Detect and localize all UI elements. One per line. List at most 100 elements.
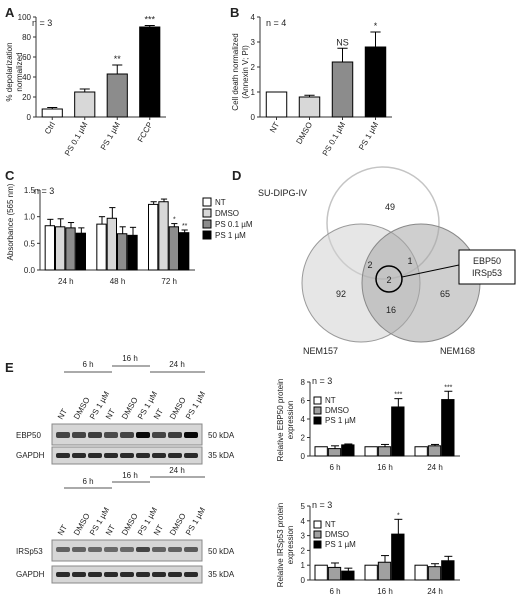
chart-c-significance: ** xyxy=(182,223,188,230)
blot1-protein-gapdh: GAPDH xyxy=(16,451,45,460)
chart-a-y-tick-label: 60 xyxy=(22,53,31,62)
chart-a-x-tick-label: Ctrl xyxy=(43,120,57,135)
chart-b-y-tick-label: 1 xyxy=(251,88,256,97)
blot1-lane-label: PS 1 µM xyxy=(184,390,207,421)
chart-e2-bar xyxy=(441,560,455,581)
chart-c-bar xyxy=(117,233,128,271)
chart-e2-y-tick-label: 2 xyxy=(301,546,306,555)
chart-a-bar xyxy=(41,108,63,118)
chart-b-y-tick-label: 0 xyxy=(251,113,256,122)
chart-e1-bar xyxy=(441,399,455,457)
blot2-band-bottom xyxy=(88,572,102,577)
blot1-band-top xyxy=(88,432,102,438)
chart-e1-bar xyxy=(377,446,392,457)
venn-count-top-left: 2 xyxy=(367,260,372,270)
chart-c-y-tick-label: 0.5 xyxy=(24,239,36,248)
blot2-band-bottom xyxy=(72,572,86,577)
blot1-band-top xyxy=(184,432,198,438)
chart-e2-legend-swatch xyxy=(313,540,322,549)
chart-a-ylabel-2: normalized xyxy=(15,52,24,91)
chart-b-significance: NS xyxy=(336,37,349,47)
blot2-band-top xyxy=(168,547,182,552)
venn-callout-line-1: EBP50 xyxy=(473,256,501,266)
chart-c-bar xyxy=(75,232,86,271)
chart-c-legend-label: NT xyxy=(215,198,226,207)
chart-b-x-tick-label: NT xyxy=(268,120,281,134)
chart-c-y-tick-label: 0.0 xyxy=(24,266,36,275)
chart-a-y-tick-label: 40 xyxy=(22,73,31,82)
chart-b-bar xyxy=(265,91,288,118)
blot1-time-6h: 6 h xyxy=(82,360,93,369)
venn-label-su-dipg-iv: SU-DIPG-IV xyxy=(258,188,307,198)
chart-b-y-tick-label: 4 xyxy=(251,13,256,22)
chart-e1-x-tick-label: 24 h xyxy=(427,463,443,472)
chart-c: n = 3 Absorbance (565 nm) 0.0 0.5 1.0 1.5 24… xyxy=(6,183,253,286)
blot1-protein-ebp50: EBP50 xyxy=(16,431,41,440)
chart-e2-y-tick-label: 4 xyxy=(301,517,306,526)
chart-e2-bar xyxy=(341,570,355,581)
chart-b-x-tick-label: PS 0.1 µM xyxy=(321,120,348,157)
chart-e1: n = 3 Relative EBP50 protein expression … xyxy=(276,376,460,472)
chart-e2-bar xyxy=(377,561,392,581)
blot1-time-24h: 24 h xyxy=(169,360,185,369)
chart-e1-bar xyxy=(414,446,428,457)
chart-b-bar xyxy=(331,61,354,118)
chart-e2-legend-swatch xyxy=(313,530,322,539)
blot1-band-bottom xyxy=(184,453,198,458)
chart-c-significance: * xyxy=(173,217,176,224)
chart-e2-bar xyxy=(391,533,405,581)
chart-e2-legend-label: DMSO xyxy=(325,530,349,539)
chart-e2-x-tick-label: 6 h xyxy=(329,587,340,596)
blot1-lane-label: NT xyxy=(56,407,69,421)
chart-e1-bar xyxy=(314,446,328,457)
chart-e1-significance: *** xyxy=(444,384,452,391)
blot1-band-bottom xyxy=(136,453,150,458)
venn-label-nem168: NEM168 xyxy=(440,346,475,356)
blot2-band-top xyxy=(56,547,70,552)
chart-e2-x-tick-label: 16 h xyxy=(377,587,393,596)
chart-e2-bar xyxy=(327,566,342,581)
blot2-band-top xyxy=(104,547,118,552)
chart-e2-bar xyxy=(314,564,328,581)
blot1-band-top xyxy=(152,432,166,438)
chart-e1-y-tick-label: 6 xyxy=(301,397,306,406)
chart-b-n-label: n = 4 xyxy=(266,18,286,28)
venn-count-left-only: 92 xyxy=(336,289,346,299)
venn-count-top-only: 49 xyxy=(385,202,395,212)
chart-e1-legend-label: NT xyxy=(325,396,336,405)
blot1-lane-label: NT xyxy=(152,407,165,421)
chart-c-ylabel: Absorbance (565 nm) xyxy=(6,183,15,260)
chart-e1-ylabel-2: expression xyxy=(286,401,295,440)
chart-e2-bar xyxy=(414,564,428,581)
chart-b-y-tick-label: 2 xyxy=(251,63,256,72)
chart-e1-bar xyxy=(341,444,355,457)
chart-e1-bar xyxy=(427,445,442,457)
chart-e2-ylabel-1: Relative IRSp53 protein xyxy=(276,503,285,588)
blot1-band-bottom xyxy=(72,453,86,458)
chart-c-x-tick-label: 24 h xyxy=(58,277,74,286)
chart-e1-legend-label: PS 1 µM xyxy=(325,416,356,425)
blot2-band-top xyxy=(88,547,102,552)
chart-c-legend-label: DMSO xyxy=(215,209,239,218)
chart-c-bar xyxy=(158,201,169,271)
chart-a-y-tick-label: 0 xyxy=(27,113,32,122)
chart-a-significance: *** xyxy=(144,15,155,25)
blot1-band-bottom xyxy=(152,453,166,458)
blot2-band-bottom xyxy=(136,572,150,577)
chart-b-x-tick-label: DMSO xyxy=(294,121,314,146)
chart-c-legend-label: PS 0.1 µM xyxy=(215,220,253,229)
chart-b: n = 4 Cell death normalized (Annexin V; … xyxy=(231,13,392,157)
venn-count-center: 2 xyxy=(386,275,391,285)
panel-label-e: E xyxy=(5,360,14,375)
chart-b-bar xyxy=(364,46,387,118)
chart-c-y-tick-label: 1.5 xyxy=(24,186,36,195)
chart-e1-legend-swatch xyxy=(313,396,322,405)
chart-e2-y-tick-label: 0 xyxy=(301,576,306,585)
chart-e1-legend-swatch xyxy=(313,416,322,425)
chart-c-bar xyxy=(44,225,56,271)
chart-e2-legend-swatch xyxy=(313,520,322,529)
blot1-band-top xyxy=(104,432,118,438)
chart-c-x-tick-label: 48 h xyxy=(110,277,126,286)
chart-a-y-tick-label: 80 xyxy=(22,33,31,42)
